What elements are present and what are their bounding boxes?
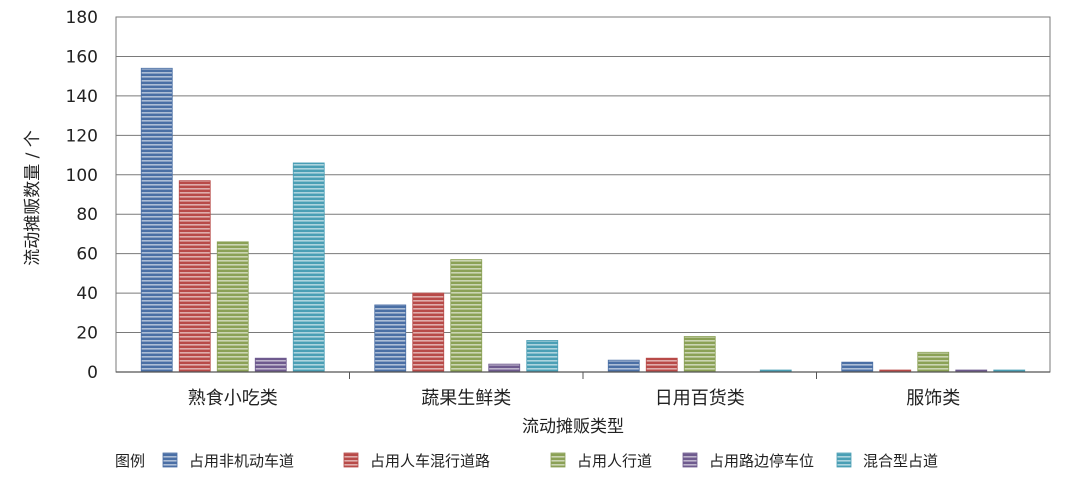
y-tick-label: 20	[76, 324, 98, 344]
legend-swatch	[682, 452, 698, 468]
x-axis-title: 流动摊贩类型	[522, 417, 624, 437]
bar	[488, 363, 521, 373]
legend-title: 图例	[115, 452, 145, 470]
y-tick-label: 0	[87, 363, 98, 383]
bar	[374, 304, 407, 373]
y-tick-label: 140	[66, 87, 98, 107]
bar	[526, 340, 559, 373]
y-tick-labels: 0 20 40 60 80 100 120 140 160 180	[66, 8, 98, 383]
bar	[216, 241, 249, 373]
x-category-labels: 熟食小吃类 蔬果生鲜类 日用百货类 服饰类	[188, 388, 961, 409]
legend-item-label: 占用非机动车道	[189, 452, 294, 470]
legend-swatch	[162, 452, 178, 468]
legend-item-label: 占用人车混行道路	[370, 452, 490, 470]
legend-item-label: 混合型占道	[863, 452, 938, 470]
bar	[917, 351, 950, 373]
x-category-label: 蔬果生鲜类	[421, 388, 511, 409]
bar	[178, 180, 211, 373]
legend-swatch	[550, 452, 566, 468]
plot-frame	[115, 16, 1051, 373]
x-category-label: 熟食小吃类	[188, 388, 278, 409]
y-tick-label: 100	[66, 166, 98, 186]
y-tick-label: 80	[76, 205, 98, 225]
bar	[450, 259, 483, 373]
bar	[607, 359, 640, 373]
axes	[115, 16, 1051, 379]
legend-swatch	[343, 452, 359, 468]
legend-swatch	[836, 452, 852, 468]
y-tick-label: 60	[76, 245, 98, 265]
legend-item-label: 占用路边停车位	[709, 452, 814, 470]
y-tick-label: 120	[66, 126, 98, 146]
y-tick-label: 40	[76, 284, 98, 304]
bar	[683, 336, 716, 373]
y-tick-label: 180	[66, 8, 98, 28]
y-tick-label: 160	[66, 47, 98, 67]
bar	[254, 357, 287, 373]
bar	[841, 361, 874, 373]
gridlines	[116, 16, 1050, 334]
bar	[645, 357, 678, 373]
y-axis-title: 流动摊贩数量 / 个	[23, 130, 43, 266]
bar	[412, 292, 445, 373]
bars	[140, 67, 1026, 373]
legend: 图例 占用非机动车道 占用人车混行道路 占用人行道 占用路边停车位 混合型占道	[115, 452, 938, 470]
x-category-label: 服饰类	[906, 388, 960, 409]
bar	[292, 162, 325, 373]
legend-item-label: 占用人行道	[577, 452, 652, 470]
bar	[140, 67, 173, 373]
x-category-label: 日用百货类	[655, 388, 745, 409]
